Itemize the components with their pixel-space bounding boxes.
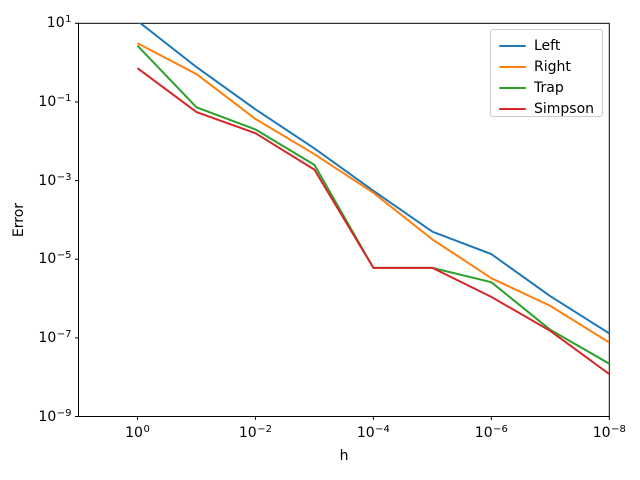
y-tick-label: 10−9 <box>38 407 72 425</box>
x-tick-label: 10−8 <box>592 423 626 441</box>
legend-label-simpson: Simpson <box>534 100 595 117</box>
series-line-right <box>137 42 610 344</box>
legend-line-swatch-trap <box>499 86 526 89</box>
legend-label-right: Right <box>534 58 571 75</box>
x-tick-label: 10−2 <box>238 423 272 441</box>
x-axis-label: h <box>339 448 349 464</box>
y-tick-label: 10−5 <box>38 250 72 268</box>
x-tick-label: 10−4 <box>356 423 390 441</box>
legend-item-trap: Trap <box>491 77 602 98</box>
x-tick-label: 100 <box>125 423 150 441</box>
series-line-simpson <box>136 67 610 375</box>
legend-item-left: Left <box>491 35 602 56</box>
legend-item-right: Right <box>491 56 602 77</box>
y-tick-label: 10−3 <box>38 171 72 189</box>
series-line-left <box>138 23 610 335</box>
legend-line-swatch-left <box>499 44 526 47</box>
y-axis-label: Error <box>11 202 27 238</box>
legend-label-trap: Trap <box>534 79 564 96</box>
y-tick-label: 10−7 <box>38 328 72 346</box>
legend-line-swatch-right <box>499 65 526 68</box>
legend-item-simpson: Simpson <box>491 98 602 119</box>
legend-label-left: Left <box>534 37 561 54</box>
y-tick-label: 10−1 <box>38 92 72 110</box>
plot-border <box>78 22 610 418</box>
y-tick-label: 101 <box>46 14 72 32</box>
legend-line-swatch-simpson <box>499 107 526 110</box>
x-tick-label: 10−6 <box>474 423 508 441</box>
legend-box: Left Right Trap Simpson <box>490 29 603 117</box>
